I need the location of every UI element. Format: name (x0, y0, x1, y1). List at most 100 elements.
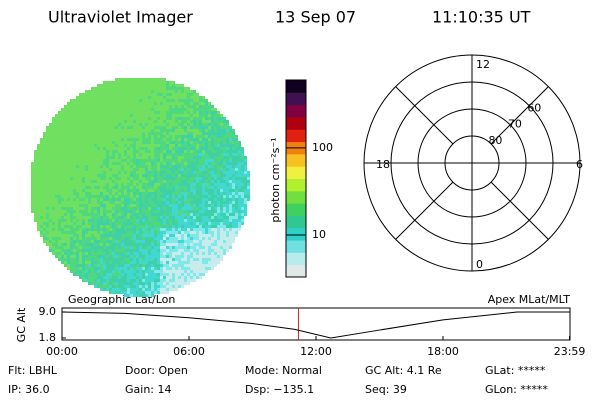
pixel (184, 195, 187, 198)
pixel (157, 183, 160, 186)
pixel (154, 78, 157, 81)
pixel (40, 213, 43, 216)
pixel (130, 282, 133, 285)
pixel (187, 282, 190, 285)
pixel (232, 168, 235, 171)
pixel (196, 174, 199, 177)
pixel (55, 168, 58, 171)
pixel (199, 174, 202, 177)
pixel (154, 273, 157, 276)
pixel (205, 141, 208, 144)
pixel (142, 105, 145, 108)
pixel (103, 207, 106, 210)
pixel (178, 183, 181, 186)
pixel (232, 225, 235, 228)
info-field: Seq: 39 (365, 383, 407, 396)
pixel (139, 240, 142, 243)
pixel (226, 162, 229, 165)
pixel (205, 237, 208, 240)
pixel (115, 234, 118, 237)
pixel (217, 183, 220, 186)
pixel (190, 228, 193, 231)
pixel (214, 264, 217, 267)
pixel (184, 258, 187, 261)
pixel (97, 237, 100, 240)
pixel (70, 108, 73, 111)
pixel (130, 264, 133, 267)
pixel (115, 93, 118, 96)
pixel (133, 150, 136, 153)
pixel (211, 237, 214, 240)
pixel (55, 207, 58, 210)
pixel (100, 177, 103, 180)
pixel (160, 234, 163, 237)
pixel (85, 111, 88, 114)
pixel (223, 144, 226, 147)
pixel (58, 123, 61, 126)
pixel (49, 132, 52, 135)
pixel (70, 186, 73, 189)
pixel (181, 270, 184, 273)
pixel (142, 189, 145, 192)
pixel (169, 252, 172, 255)
pixel (70, 117, 73, 120)
pixel (145, 165, 148, 168)
pixel (190, 186, 193, 189)
pixel (124, 102, 127, 105)
pixel (118, 189, 121, 192)
pixel (136, 195, 139, 198)
pixel (157, 213, 160, 216)
pixel (127, 150, 130, 153)
pixel (97, 168, 100, 171)
pixel (79, 96, 82, 99)
pixel (61, 231, 64, 234)
pixel (160, 135, 163, 138)
pixel (64, 219, 67, 222)
pixel (94, 258, 97, 261)
pixel (184, 204, 187, 207)
pixel (82, 249, 85, 252)
pixel (163, 144, 166, 147)
pixel (157, 258, 160, 261)
pixel (136, 153, 139, 156)
pixel (97, 270, 100, 273)
pixel (208, 120, 211, 123)
pixel (85, 99, 88, 102)
pixel (202, 168, 205, 171)
pixel (97, 282, 100, 285)
pixel (229, 195, 232, 198)
pixel (88, 120, 91, 123)
pixel (85, 162, 88, 165)
pixel (73, 228, 76, 231)
pixel (172, 168, 175, 171)
pixel (163, 102, 166, 105)
pixel (136, 261, 139, 264)
pixel (205, 207, 208, 210)
pixel (181, 267, 184, 270)
pixel (226, 183, 229, 186)
pixel (133, 120, 136, 123)
pixel (217, 225, 220, 228)
pixel (202, 192, 205, 195)
pixel (205, 180, 208, 183)
pixel (211, 114, 214, 117)
pixel (193, 120, 196, 123)
pixel (199, 204, 202, 207)
info-field: GLon: ***** (485, 383, 548, 396)
pixel (166, 168, 169, 171)
pixel (130, 117, 133, 120)
pixel (157, 204, 160, 207)
pixel (172, 255, 175, 258)
pixel (82, 138, 85, 141)
pixel (115, 132, 118, 135)
pixel (139, 222, 142, 225)
pixel (187, 273, 190, 276)
pixel (43, 231, 46, 234)
pixel (229, 132, 232, 135)
pixel (130, 246, 133, 249)
pixel (151, 183, 154, 186)
pixel (136, 165, 139, 168)
pixel (190, 108, 193, 111)
color-segment (286, 80, 306, 93)
pixel (229, 147, 232, 150)
